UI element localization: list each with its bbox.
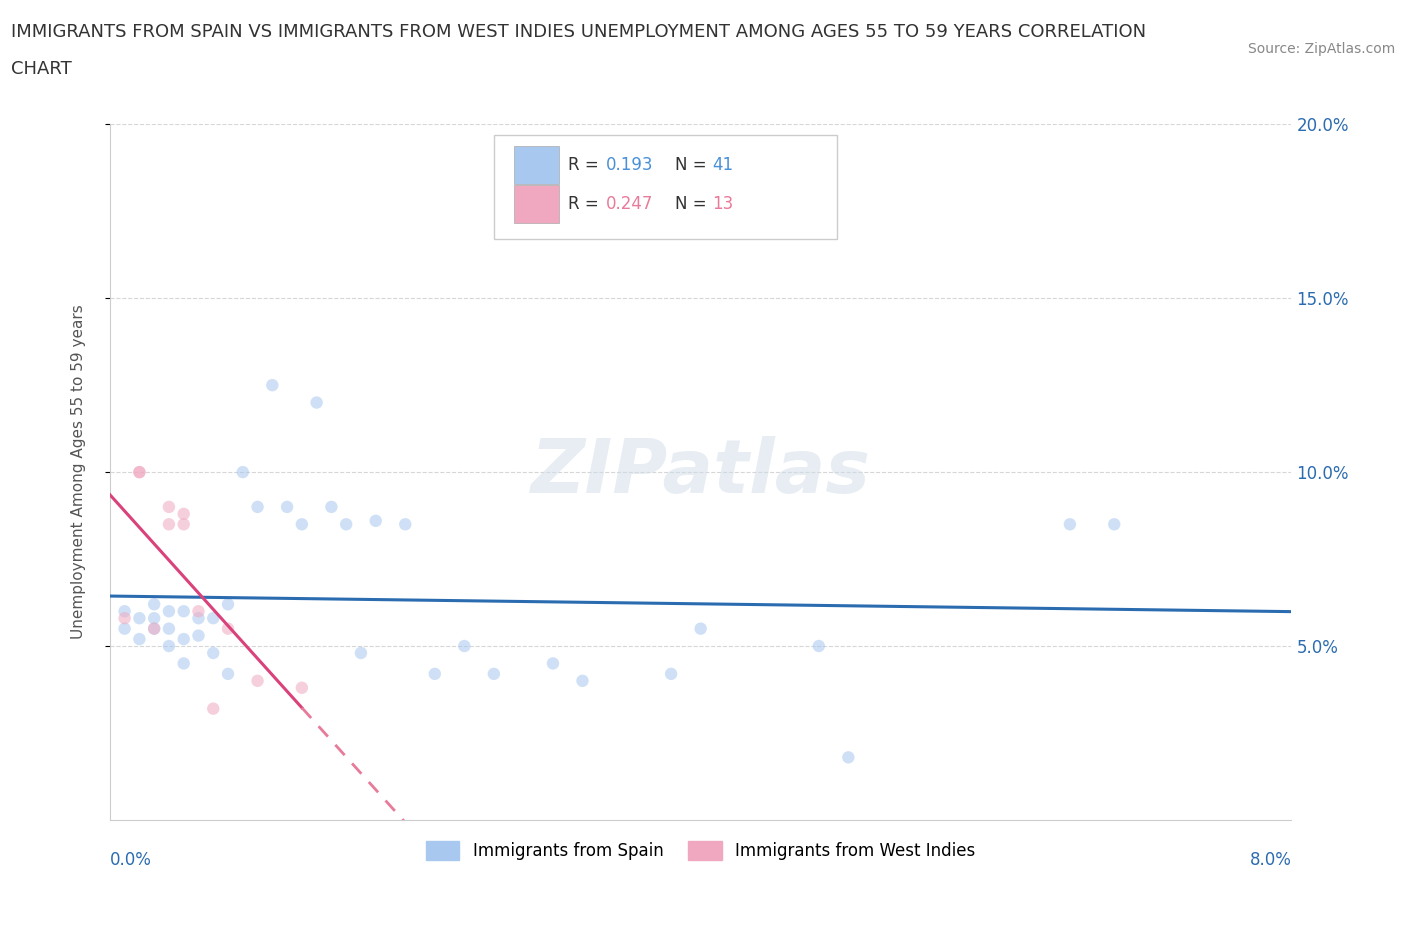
Point — [246, 499, 269, 514]
Text: 0.193: 0.193 — [606, 155, 654, 174]
Point — [262, 378, 284, 392]
Point — [128, 465, 150, 480]
Point — [217, 667, 239, 682]
Point — [394, 517, 416, 532]
Point — [114, 611, 136, 626]
Point — [128, 465, 150, 480]
Legend: Immigrants from Spain, Immigrants from West Indies: Immigrants from Spain, Immigrants from W… — [426, 841, 976, 860]
Point — [173, 507, 195, 522]
Point — [423, 667, 446, 682]
Point — [541, 656, 564, 671]
Point — [157, 621, 180, 636]
Text: 41: 41 — [713, 155, 734, 174]
Text: ZIPatlas: ZIPatlas — [530, 435, 870, 509]
Text: N =: N = — [675, 195, 711, 213]
Point — [187, 628, 209, 643]
Point — [321, 499, 343, 514]
Point — [143, 597, 166, 612]
Text: N =: N = — [675, 155, 711, 174]
Point — [232, 465, 254, 480]
Point — [364, 513, 387, 528]
Point — [689, 621, 711, 636]
Point — [173, 604, 195, 618]
Point — [128, 611, 150, 626]
Point — [187, 604, 209, 618]
Point — [807, 639, 830, 654]
Text: R =: R = — [568, 195, 605, 213]
Point — [143, 621, 166, 636]
Text: CHART: CHART — [11, 60, 72, 78]
Point — [482, 667, 505, 682]
Point — [128, 631, 150, 646]
Point — [173, 631, 195, 646]
Text: 0.247: 0.247 — [606, 195, 654, 213]
Y-axis label: Unemployment Among Ages 55 to 59 years: Unemployment Among Ages 55 to 59 years — [72, 305, 86, 640]
Point — [202, 701, 225, 716]
Point — [173, 517, 195, 532]
Text: 0.0%: 0.0% — [110, 851, 152, 869]
Point — [187, 611, 209, 626]
Point — [246, 673, 269, 688]
Point — [291, 681, 314, 696]
Point — [571, 673, 593, 688]
Point — [276, 499, 298, 514]
Point — [837, 750, 859, 764]
Point — [143, 621, 166, 636]
Bar — [515, 185, 558, 223]
Point — [217, 621, 239, 636]
Text: 8.0%: 8.0% — [1250, 851, 1292, 869]
Text: R =: R = — [568, 155, 605, 174]
Text: 13: 13 — [713, 195, 734, 213]
FancyBboxPatch shape — [494, 135, 837, 239]
Point — [1059, 517, 1081, 532]
Point — [114, 621, 136, 636]
Point — [305, 395, 328, 410]
Point — [350, 645, 373, 660]
Point — [335, 517, 357, 532]
Text: IMMIGRANTS FROM SPAIN VS IMMIGRANTS FROM WEST INDIES UNEMPLOYMENT AMONG AGES 55 : IMMIGRANTS FROM SPAIN VS IMMIGRANTS FROM… — [11, 23, 1146, 41]
Point — [453, 639, 475, 654]
Point — [291, 517, 314, 532]
Point — [114, 604, 136, 618]
Point — [1102, 517, 1125, 532]
Point — [202, 611, 225, 626]
Point — [157, 517, 180, 532]
Point — [157, 639, 180, 654]
Point — [173, 656, 195, 671]
Point — [157, 499, 180, 514]
Point — [202, 645, 225, 660]
Bar — [515, 145, 558, 184]
Point — [659, 667, 682, 682]
Point — [143, 611, 166, 626]
Point — [217, 597, 239, 612]
Point — [157, 604, 180, 618]
Text: Source: ZipAtlas.com: Source: ZipAtlas.com — [1247, 42, 1395, 56]
